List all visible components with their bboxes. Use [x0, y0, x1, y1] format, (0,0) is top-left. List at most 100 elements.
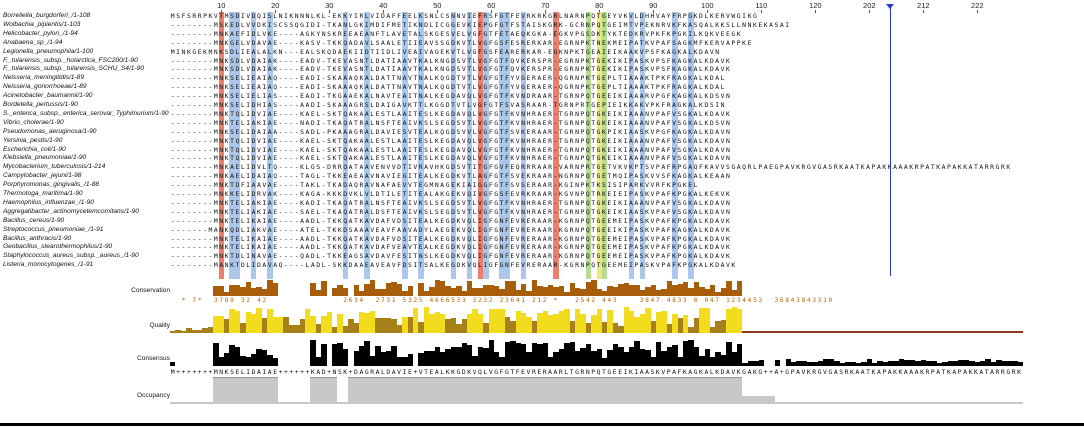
- sequence-name[interactable]: Borreliella_burgdorferi_/1-108: [3, 12, 91, 19]
- sequence-name[interactable]: Bacillus_anthracis/1-90: [3, 234, 72, 242]
- occupancy-bar: [666, 377, 673, 404]
- sequence-name[interactable]: Pseudomonas_aeruginosa/1-90: [3, 127, 97, 135]
- occupancy-bar: [677, 377, 683, 404]
- occupancy-bar: [699, 377, 705, 404]
- sequence-name[interactable]: Vibrio_cholerae/1-90: [3, 118, 64, 126]
- occupancy-bar: [963, 402, 970, 404]
- quality-bar: [256, 307, 262, 333]
- sequence-name[interactable]: Thermotoga_maritima/1-90: [3, 190, 83, 197]
- quality-bar: [234, 310, 241, 333]
- sequence-name[interactable]: S._enterica_subsp._enterica_serovar_Typh…: [3, 109, 169, 117]
- occupancy-bar: [299, 402, 305, 404]
- quality-label[interactable]: Quality: [149, 322, 170, 329]
- conservation-bar: [580, 289, 586, 296]
- conservation-label[interactable]: Conservation: [131, 287, 170, 294]
- sequence-name[interactable]: Acinetobacter_baumannii/1-90: [3, 92, 93, 100]
- sequence-name[interactable]: Yersinia_pestis/1-90: [3, 136, 63, 144]
- sequence-name[interactable]: Listeria_monocytogenes_/1-91: [3, 261, 94, 269]
- sequence-name[interactable]: Bacillus_cereus/1-90: [3, 216, 65, 224]
- quality-bar: [386, 318, 392, 333]
- sequence-name[interactable]: Klebsiella_pneumoniae/1-90: [3, 154, 87, 162]
- sequence-name[interactable]: Neisseria_meningitidis/1-89: [3, 74, 84, 82]
- quality-bar: [699, 308, 705, 333]
- sequence-name[interactable]: Geobacillus_stearothermophilus/1-90: [3, 243, 113, 251]
- quality-bar: [267, 308, 273, 333]
- sequence-name[interactable]: Escherichia_coli/1-90: [3, 145, 66, 153]
- quality-bar: [369, 310, 376, 333]
- sequence-name[interactable]: Streptococcus_pneumoniae_/1-91: [3, 225, 104, 233]
- occupancy-bar: [1001, 402, 1007, 404]
- quality-bar: [710, 326, 716, 333]
- quality-bar: [224, 319, 230, 333]
- sequence-name[interactable]: Anabaena_sp_/1-94: [3, 38, 63, 46]
- sequence-name[interactable]: Haemophilus_influenzae_/1-90: [3, 198, 94, 206]
- sequence-name[interactable]: Wolbachia_pipientis/1-103: [3, 20, 81, 28]
- column-highlight: [218, 12, 224, 279]
- occupancy-bar: [240, 377, 246, 404]
- consensus-bar: [342, 349, 349, 366]
- sequence-name[interactable]: Porphyromonas_gingivalis_/1-88: [3, 181, 100, 189]
- sequence-name[interactable]: Campylobacter_jejuni/1-98: [3, 172, 82, 180]
- ruler-label: 212: [917, 1, 930, 10]
- occupancy-bar: [413, 377, 419, 404]
- quality-bar: [607, 309, 613, 333]
- quality-bar: [499, 309, 505, 333]
- consensus-bar: [839, 362, 845, 366]
- conservation-bar: [483, 284, 489, 296]
- occupancy-label[interactable]: Occupancy: [137, 392, 170, 399]
- sequence-name[interactable]: F._tularensis_subsp._holarctica_FSC200/1…: [3, 56, 138, 64]
- quality-bar: [396, 325, 403, 333]
- sequence-name[interactable]: Staphylococcus_aureus_subsp._aureus_/1-9…: [3, 252, 139, 260]
- sequence-name[interactable]: Bordetella_pertussis/1-90: [3, 101, 78, 108]
- occupancy-bar: [688, 377, 694, 404]
- occupancy-bar: [305, 402, 311, 404]
- consensus-bar: [564, 343, 570, 366]
- consensus-bar: [882, 362, 889, 366]
- quality-bar: [299, 318, 305, 333]
- consensus-bar: [747, 360, 754, 366]
- sequence-name[interactable]: Neisseria_gonorrhoeae/1-89: [3, 83, 87, 91]
- consensus-bar: [315, 356, 322, 366]
- occupancy-bar: [261, 377, 268, 404]
- sequence-name[interactable]: F._tularensis_subsp._tularensis_SCHU_S4/…: [3, 65, 144, 73]
- consensus-label[interactable]: Consensus: [137, 355, 170, 362]
- quality-bar: [996, 331, 1002, 333]
- sequence-name[interactable]: Aggregatibacter_actinomycetemcomitans/1-…: [3, 207, 139, 215]
- sequence-name[interactable]: Mycobacterium_tuberculosis/1-214: [3, 163, 106, 171]
- quality-bar: [780, 331, 786, 333]
- occupancy-bar: [947, 402, 953, 404]
- sequence-name[interactable]: Legionella_pneumophila/1-100: [3, 47, 94, 55]
- consensus-bar: [758, 360, 764, 366]
- sequence-name[interactable]: Helicobacter_pylori_/1-94: [3, 29, 78, 37]
